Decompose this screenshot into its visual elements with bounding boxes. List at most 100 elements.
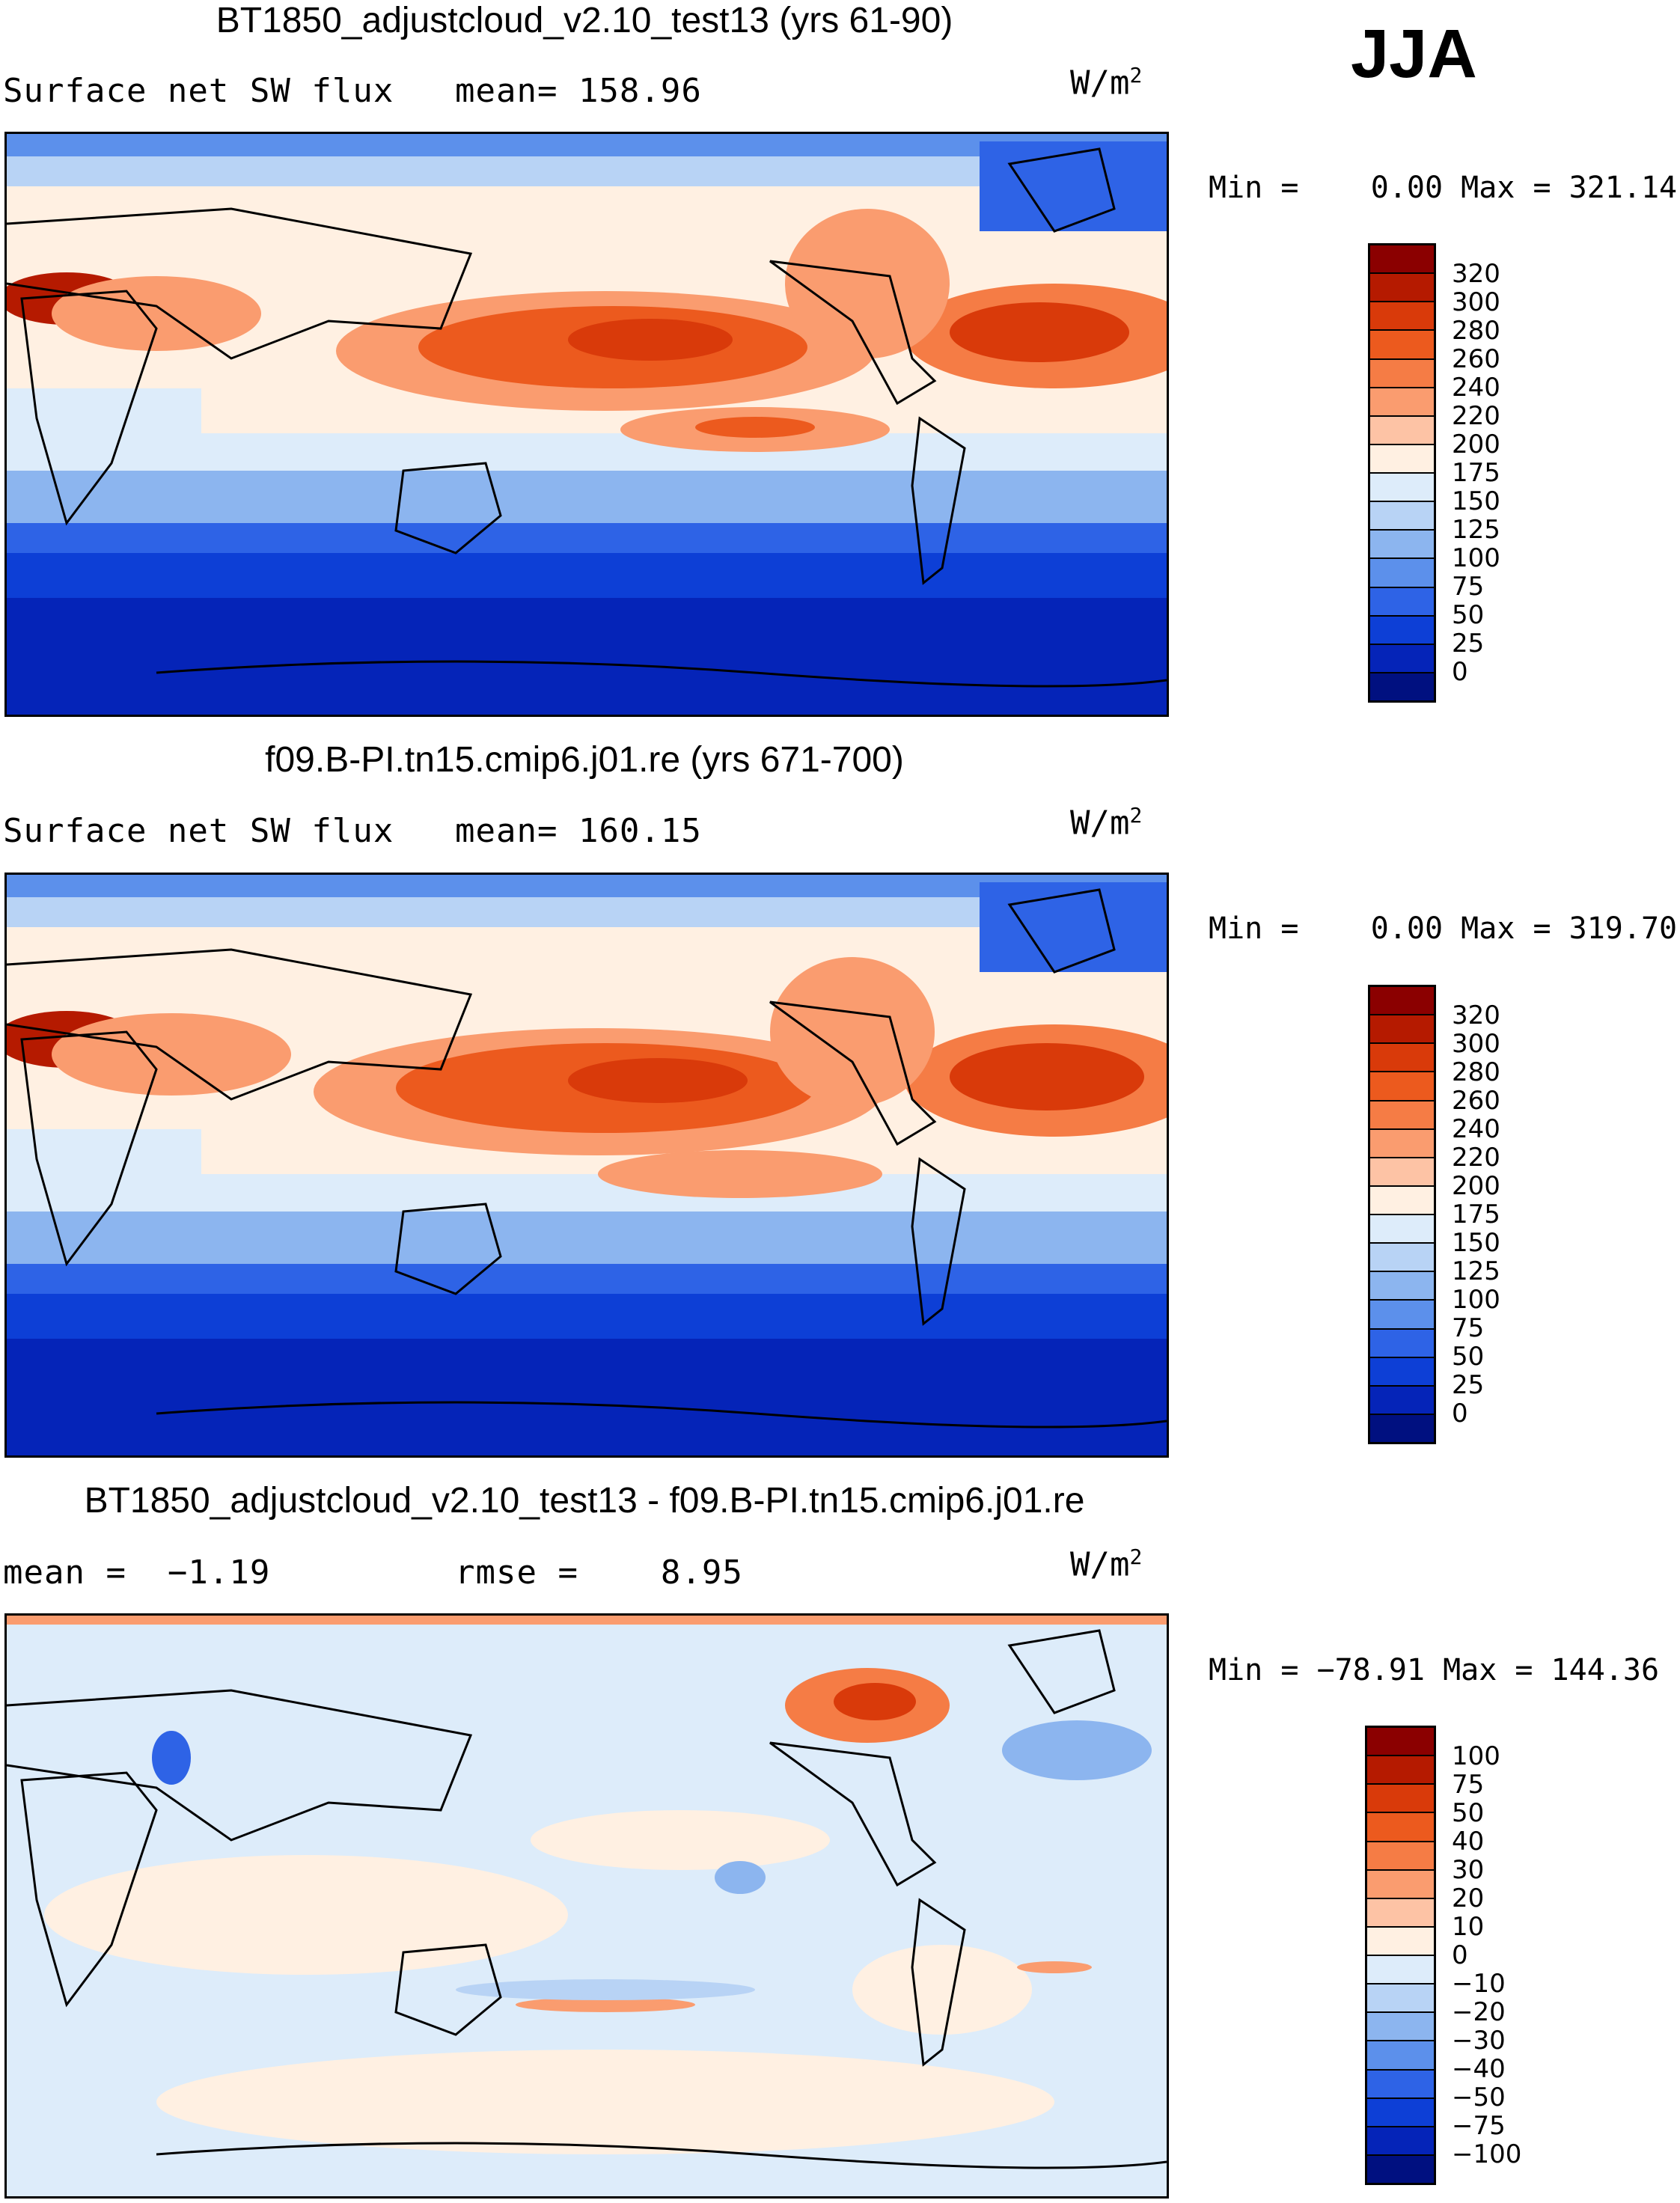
panel-3-rmse-label: rmse = 8.95 xyxy=(455,1553,743,1592)
colorbar-tick-label: 0 xyxy=(1452,1399,1468,1429)
colorbar-swatch xyxy=(1370,1215,1434,1244)
colorbar-swatch xyxy=(1367,2098,1434,2127)
panel-2-colorbar xyxy=(1368,985,1436,1444)
colorbar-tick-label: 220 xyxy=(1452,401,1500,431)
colorbar-swatch xyxy=(1367,1813,1434,1842)
colorbar-swatch xyxy=(1370,1044,1434,1073)
colorbar-swatch xyxy=(1370,1129,1434,1158)
colorbar-swatch xyxy=(1367,1898,1434,1928)
colorbar-tick-label: −50 xyxy=(1452,2083,1506,2112)
colorbar-tick-label: 25 xyxy=(1452,1370,1485,1400)
panel-3-units: W/m2 xyxy=(1070,1544,1143,1584)
colorbar-tick-label: 260 xyxy=(1452,344,1500,374)
colorbar-swatch xyxy=(1370,474,1434,503)
colorbar-tick-label: 280 xyxy=(1452,1057,1500,1087)
panel-1-colorbar xyxy=(1368,243,1436,703)
colorbar-swatch xyxy=(1370,1272,1434,1301)
panel-1-variable-label: Surface net SW flux xyxy=(3,72,394,110)
colorbar-swatch xyxy=(1370,245,1434,275)
panel-1-units: W/m2 xyxy=(1070,63,1143,103)
panel-3-colorbar xyxy=(1365,1726,1436,2185)
colorbar-tick-label: 320 xyxy=(1452,1000,1500,1030)
colorbar-swatch xyxy=(1370,1329,1434,1358)
colorbar-swatch xyxy=(1370,644,1434,673)
colorbar-swatch xyxy=(1370,531,1434,560)
colorbar-swatch xyxy=(1367,2155,1434,2183)
colorbar-tick-label: 150 xyxy=(1452,486,1500,516)
colorbar-swatch xyxy=(1370,331,1434,360)
colorbar-tick-label: 300 xyxy=(1452,287,1500,317)
colorbar-swatch xyxy=(1370,1386,1434,1415)
colorbar-swatch xyxy=(1367,1842,1434,1871)
panel-2-variable-label: Surface net SW flux xyxy=(3,812,394,850)
colorbar-swatch xyxy=(1370,1357,1434,1387)
colorbar-tick-label: 100 xyxy=(1452,543,1500,573)
colorbar-swatch xyxy=(1370,302,1434,331)
colorbar-swatch xyxy=(1370,416,1434,445)
panel-2-title: f09.B-PI.tn15.cmip6.j01.re (yrs 671-700) xyxy=(265,740,904,780)
colorbar-swatch xyxy=(1367,2013,1434,2042)
panel-2-mean-label: mean= 160.15 xyxy=(455,812,702,850)
colorbar-tick-label: 10 xyxy=(1452,1912,1485,1942)
colorbar-tick-label: 125 xyxy=(1452,1256,1500,1286)
colorbar-swatch xyxy=(1370,559,1434,588)
colorbar-tick-label: 200 xyxy=(1452,430,1500,459)
colorbar-swatch xyxy=(1370,388,1434,417)
colorbar-swatch xyxy=(1367,1785,1434,1814)
colorbar-tick-label: 0 xyxy=(1452,1940,1468,1970)
panel-2-units: W/m2 xyxy=(1070,803,1143,843)
panel-1-title: BT1850_adjustcloud_v2.10_test13 (yrs 61-… xyxy=(216,1,953,40)
colorbar-tick-label: 100 xyxy=(1452,1285,1500,1315)
colorbar-tick-label: 75 xyxy=(1452,572,1485,602)
colorbar-swatch xyxy=(1367,2041,1434,2071)
colorbar-tick-label: −100 xyxy=(1452,2139,1522,2169)
colorbar-tick-label: 75 xyxy=(1452,1770,1485,1800)
colorbar-swatch xyxy=(1367,1728,1434,1757)
colorbar-tick-label: 300 xyxy=(1452,1029,1500,1059)
colorbar-swatch xyxy=(1370,502,1434,531)
colorbar-tick-label: −20 xyxy=(1452,1997,1506,2027)
colorbar-tick-label: 30 xyxy=(1452,1855,1485,1885)
colorbar-tick-label: −10 xyxy=(1452,1969,1506,1999)
colorbar-swatch xyxy=(1367,2070,1434,2099)
colorbar-tick-label: 75 xyxy=(1452,1313,1485,1343)
panel-3-minmax: Min = −78.91 Max = 144.36 xyxy=(1209,1653,1660,1687)
colorbar-tick-label: 260 xyxy=(1452,1086,1500,1116)
colorbar-swatch xyxy=(1367,1927,1434,1956)
panel-2-map xyxy=(4,873,1169,1458)
colorbar-swatch xyxy=(1370,673,1434,700)
colorbar-swatch xyxy=(1370,987,1434,1016)
colorbar-swatch xyxy=(1367,1756,1434,1785)
colorbar-tick-label: 175 xyxy=(1452,1200,1500,1229)
colorbar-swatch xyxy=(1367,2127,1434,2156)
colorbar-swatch xyxy=(1370,444,1434,474)
colorbar-swatch xyxy=(1370,1072,1434,1102)
colorbar-tick-label: 100 xyxy=(1452,1741,1500,1771)
colorbar-tick-label: 40 xyxy=(1452,1827,1485,1857)
colorbar-swatch xyxy=(1370,1186,1434,1215)
colorbar-swatch xyxy=(1370,1301,1434,1330)
colorbar-swatch xyxy=(1370,359,1434,388)
colorbar-swatch xyxy=(1367,1956,1434,1985)
colorbar-tick-label: 240 xyxy=(1452,373,1500,403)
panel-1-map xyxy=(4,132,1169,717)
colorbar-tick-label: 25 xyxy=(1452,629,1485,659)
colorbar-tick-label: −75 xyxy=(1452,2111,1506,2141)
colorbar-tick-label: 50 xyxy=(1452,1798,1485,1828)
panel-1-minmax: Min = 0.00 Max = 321.14 xyxy=(1209,171,1678,205)
colorbar-tick-label: 280 xyxy=(1452,316,1500,346)
colorbar-swatch xyxy=(1370,1015,1434,1045)
colorbar-tick-label: −30 xyxy=(1452,2026,1506,2056)
panel-3-mean-label: mean = −1.19 xyxy=(3,1553,271,1592)
colorbar-swatch xyxy=(1370,1414,1434,1442)
panel-3-map xyxy=(4,1613,1169,2199)
colorbar-swatch xyxy=(1367,1870,1434,1899)
colorbar-tick-label: 125 xyxy=(1452,515,1500,545)
colorbar-tick-label: 200 xyxy=(1452,1171,1500,1201)
colorbar-swatch xyxy=(1370,1244,1434,1273)
colorbar-tick-label: 20 xyxy=(1452,1883,1485,1913)
panel-2-minmax: Min = 0.00 Max = 319.70 xyxy=(1209,911,1678,946)
panel-1-mean-label: mean= 158.96 xyxy=(455,72,702,110)
colorbar-swatch xyxy=(1370,587,1434,617)
colorbar-tick-label: 220 xyxy=(1452,1143,1500,1173)
